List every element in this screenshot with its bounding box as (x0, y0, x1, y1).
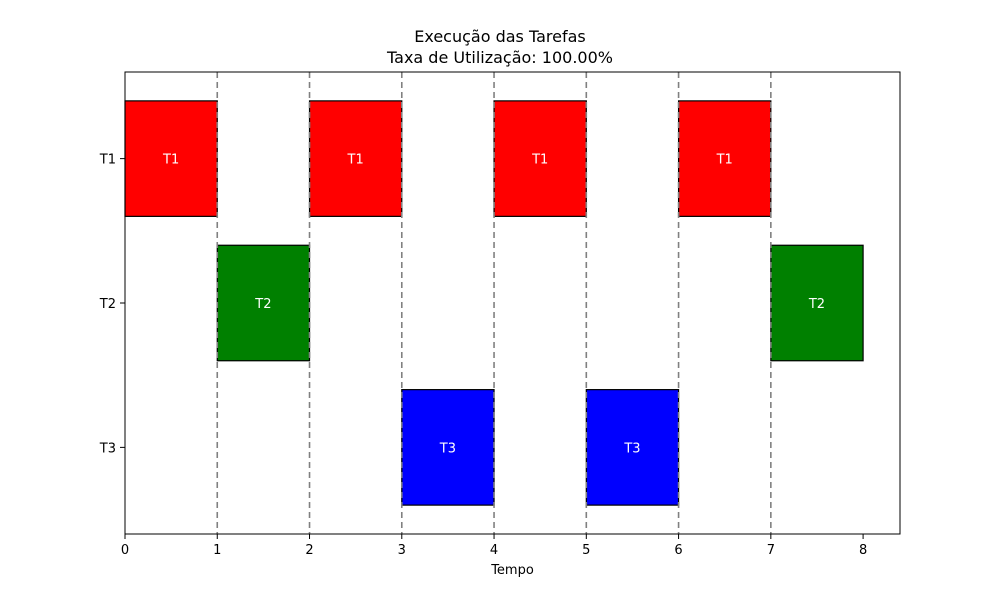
bar-label-t3-3: T3 (439, 441, 456, 456)
x-tick-label-6: 6 (674, 543, 682, 558)
y-tick-label-t2: T2 (99, 297, 116, 312)
bar-label-t1-2: T1 (347, 153, 364, 168)
bar-t3-5 (585, 389, 680, 506)
bar-t1-6 (677, 100, 772, 217)
x-tick-label-4: 4 (490, 543, 498, 558)
chart-title: Execução das Tarefas (414, 27, 586, 46)
bar-t1-4 (493, 100, 587, 217)
bar-t1-0 (124, 100, 218, 217)
bar-label-t2-1: T2 (254, 297, 271, 312)
x-tick-label-3: 3 (398, 543, 406, 558)
bar-t2-7 (770, 244, 864, 362)
y-tick-label-t1: T1 (99, 153, 116, 168)
x-tick-label-0: 0 (121, 543, 129, 558)
x-tick-label-2: 2 (305, 543, 313, 558)
x-tick-label-1: 1 (213, 543, 221, 558)
x-axis-label: Tempo (490, 563, 534, 578)
bar-t3-3 (401, 389, 495, 506)
x-tick-label-7: 7 (767, 543, 775, 558)
bar-label-t2-7: T2 (808, 297, 825, 312)
x-tick-label-8: 8 (859, 543, 867, 558)
x-tick-label-5: 5 (582, 543, 590, 558)
chart-subtitle: Taxa de Utilização: 100.00% (387, 48, 613, 67)
bar-label-t1-0: T1 (162, 153, 179, 168)
bar-label-t1-4: T1 (531, 153, 548, 168)
y-tick-label-t3: T3 (99, 441, 116, 456)
bar-label-t1-6: T1 (716, 153, 733, 168)
bar-label-t3-5: T3 (623, 441, 640, 456)
bar-t1-2 (308, 100, 403, 217)
